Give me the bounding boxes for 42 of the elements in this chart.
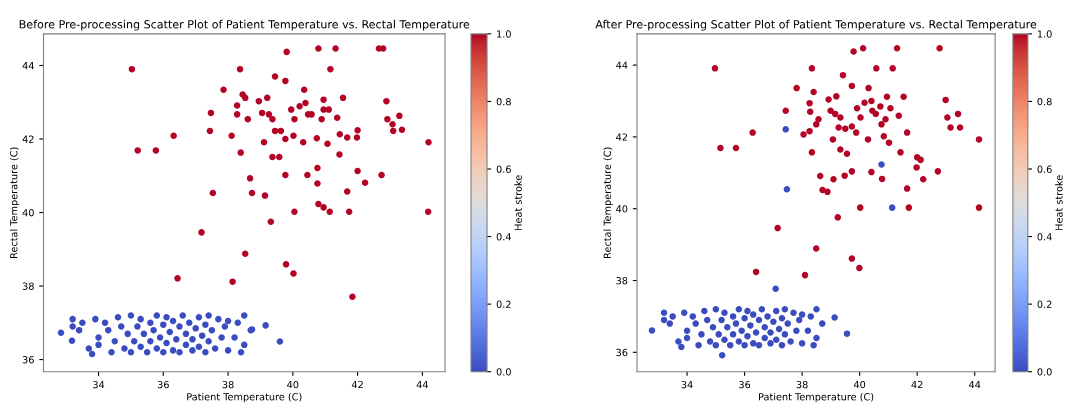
y-tick-label: 36 [616,348,628,357]
color-bar-label: 1.0 [497,30,511,38]
y-tick-label: 38 [616,276,628,285]
y-axis-title: Rectal Temperature (C) [9,147,20,258]
chart-title: After Pre-processing Scatter Plot of Patient Temperature vs. Rectal Temperature [595,19,1037,31]
y-tick-label: 40 [22,209,34,217]
y-tick-label: 44 [22,62,34,70]
color-bar-label: 0.4 [496,233,511,241]
color-bar-label: 0.8 [496,97,511,106]
y-tick-label: 36 [22,356,34,364]
x-axis-title: Patient Temperature (C) [759,392,874,403]
y-tick-label: 42 [616,133,628,141]
x-tick-label: 38 [796,380,808,389]
x-tick-label: 36 [739,380,751,389]
x-tick-label: 34 [93,380,105,389]
color-bar-label: 0.6 [496,165,511,173]
y-tick-label: 42 [22,135,34,143]
chart-title: Before Pre-processing Scatter Plot of Patient Temperature vs. Rectal Temperature [19,19,470,31]
color-bar-title: Heat stroke [1055,175,1063,230]
x-axis-title: Patient Temperature (C) [187,392,302,403]
color-bar-label: 0.4 [1037,233,1052,241]
y-tick-label: 44 [616,61,628,69]
x-tick-label: 38 [222,380,234,389]
x-tick-label: 40 [287,380,299,389]
color-bar-label: 0.8 [1037,97,1052,106]
color-bar-label: 0.6 [1037,165,1052,173]
color-bar-title: Heat stroke [514,175,522,230]
color-bar-label: 0.2 [496,300,511,308]
x-tick-label: 36 [157,380,169,389]
x-tick-label: 42 [351,380,363,389]
y-tick-label: 38 [22,282,34,290]
x-tick-label: 44 [969,381,981,389]
y-axis-title: Rectal Temperature (C) [603,147,613,258]
color-bar-label: 1.0 [1037,30,1052,38]
color-bar-label: 0.0 [1037,368,1052,376]
color-bar-label: 0.2 [1037,300,1052,308]
color-bar-label: 0.0 [496,368,511,376]
x-tick-label: 44 [416,381,428,389]
x-tick-label: 42 [911,380,923,389]
x-tick-label: 34 [681,380,693,389]
y-tick-label: 40 [616,205,628,213]
x-tick-label: 40 [853,380,866,389]
